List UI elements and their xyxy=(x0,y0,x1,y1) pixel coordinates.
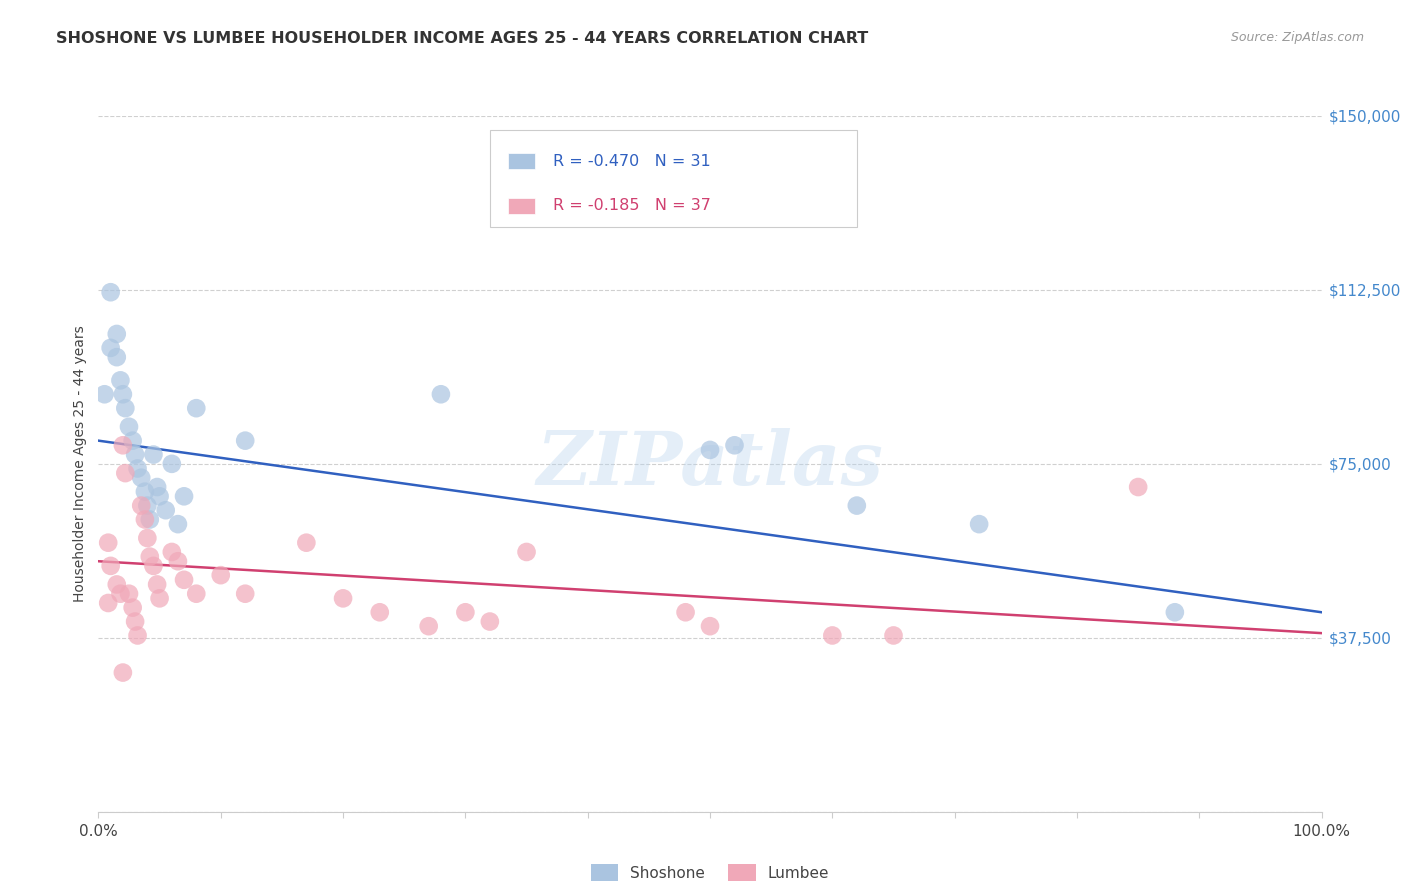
Point xyxy=(111,665,134,680)
Text: ZIPatlas: ZIPatlas xyxy=(537,427,883,500)
Point xyxy=(160,457,183,471)
Legend: Shoshone, Lumbee: Shoshone, Lumbee xyxy=(585,858,835,888)
Point xyxy=(1128,480,1150,494)
Point xyxy=(845,499,868,513)
Point xyxy=(167,554,190,568)
Point xyxy=(134,512,156,526)
Point xyxy=(124,448,146,462)
Bar xyxy=(508,198,536,213)
Point xyxy=(105,577,128,591)
Point xyxy=(110,587,132,601)
Y-axis label: Householder Income Ages 25 - 44 years: Householder Income Ages 25 - 44 years xyxy=(73,326,87,602)
Text: Source: ZipAtlas.com: Source: ZipAtlas.com xyxy=(1230,31,1364,45)
Point xyxy=(155,503,177,517)
Point xyxy=(146,480,169,494)
Point xyxy=(142,558,165,573)
Point xyxy=(430,387,453,401)
Point xyxy=(118,419,141,434)
Point xyxy=(111,387,134,401)
Point xyxy=(167,517,190,532)
Text: R = -0.185   N = 37: R = -0.185 N = 37 xyxy=(554,198,711,213)
Point xyxy=(1164,605,1187,619)
Point xyxy=(160,545,183,559)
Point xyxy=(100,558,122,573)
Point xyxy=(173,573,195,587)
Point xyxy=(114,466,136,480)
Point xyxy=(136,499,159,513)
Point xyxy=(233,587,256,601)
Point xyxy=(368,605,391,619)
Point xyxy=(883,628,905,642)
Point xyxy=(129,471,152,485)
Bar xyxy=(508,153,536,169)
Text: SHOSHONE VS LUMBEE HOUSEHOLDER INCOME AGES 25 - 44 YEARS CORRELATION CHART: SHOSHONE VS LUMBEE HOUSEHOLDER INCOME AG… xyxy=(56,31,869,46)
Point xyxy=(233,434,256,448)
Point xyxy=(142,448,165,462)
Point xyxy=(699,619,721,633)
Point xyxy=(186,401,208,416)
Point xyxy=(129,499,152,513)
Point xyxy=(675,605,697,619)
Point xyxy=(515,545,537,559)
Point xyxy=(93,387,115,401)
Point xyxy=(127,461,149,475)
Point xyxy=(139,512,162,526)
Point xyxy=(121,434,143,448)
Point xyxy=(454,605,477,619)
FancyBboxPatch shape xyxy=(489,130,856,227)
Point xyxy=(114,401,136,416)
Point xyxy=(821,628,844,642)
Point xyxy=(97,535,120,549)
Point xyxy=(100,285,122,300)
Point xyxy=(111,438,134,452)
Text: R = -0.470   N = 31: R = -0.470 N = 31 xyxy=(554,153,711,169)
Point xyxy=(110,373,132,387)
Point xyxy=(967,517,990,532)
Point xyxy=(418,619,440,633)
Point xyxy=(186,587,208,601)
Point xyxy=(146,577,169,591)
Point xyxy=(105,326,128,341)
Point xyxy=(136,531,159,545)
Point xyxy=(121,600,143,615)
Point xyxy=(127,628,149,642)
Point xyxy=(100,341,122,355)
Point xyxy=(332,591,354,606)
Point xyxy=(118,587,141,601)
Point xyxy=(139,549,162,564)
Point xyxy=(149,489,172,503)
Point xyxy=(478,615,501,629)
Point xyxy=(134,484,156,499)
Point xyxy=(97,596,120,610)
Point xyxy=(723,438,745,452)
Point xyxy=(124,615,146,629)
Point xyxy=(295,535,318,549)
Point xyxy=(699,442,721,457)
Point xyxy=(105,350,128,364)
Point xyxy=(173,489,195,503)
Point xyxy=(149,591,172,606)
Point xyxy=(209,568,232,582)
